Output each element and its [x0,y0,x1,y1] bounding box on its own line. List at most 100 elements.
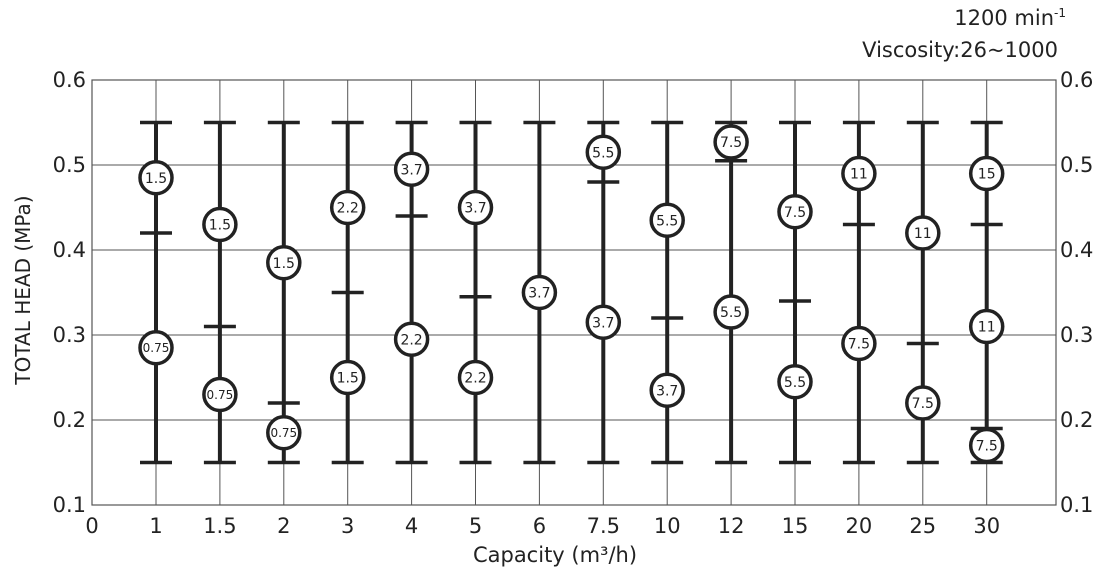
y-tick-label-right: 0.5 [1060,153,1093,177]
motor-power-label: 3.7 [528,286,550,302]
y-tick-label-left: 0.6 [53,68,86,92]
motor-power-label: 11 [850,167,868,183]
speed-value: 1200 min [954,6,1055,30]
x-tick-label: 6 [533,514,546,538]
motor-power-circle [202,206,238,243]
x-tick-label: 12 [718,514,745,538]
motor-power-circle [457,189,494,226]
motor-power-label: 1.5 [145,171,167,187]
motor-power-label: 7.5 [784,205,806,221]
x-tick-label: 2 [277,514,290,538]
range-bar-12: 7.5 5.5 [713,120,749,465]
motor-power-circle [968,155,1005,192]
motor-power-label: 15 [978,167,996,183]
motor-power-circle [713,294,749,330]
motor-power-circle [138,330,174,366]
motor-power-label: 1.5 [337,371,359,387]
motor-power-label: 5.5 [720,305,742,321]
motor-power-circle [202,376,238,413]
motor-power-circle [905,385,941,421]
motor-power-circle [968,308,1005,345]
motor-power-circle [905,215,941,251]
y-tick-label-right: 0.2 [1060,408,1093,432]
motor-power-label: 7.5 [848,337,870,353]
motor-power-circle [777,364,813,400]
range-bar-1: 1.5 0.75 [138,120,174,465]
y-tick-label-right: 0.1 [1060,493,1093,517]
range-bar-15: 7.5 5.5 [777,120,813,465]
motor-power-circle [393,321,430,357]
motor-power-label: 3.7 [464,201,486,217]
motor-power-circle [841,155,877,192]
motor-power-circle [393,151,430,187]
motor-power-circle [329,189,366,226]
speed-note: 1200 min-1 [954,6,1066,30]
motor-power-label: 5.5 [656,213,678,229]
range-bar-7.5: 5.5 3.7 [585,120,622,465]
motor-power-circle [138,160,174,196]
motor-power-circle [713,124,749,160]
motor-power-circle [521,274,558,311]
range-bar-2: 1.5 0.75 [266,120,302,465]
motor-power-label: 0.75 [207,388,234,402]
x-tick-label: 5 [469,514,482,538]
motor-power-label: 5.5 [592,145,614,161]
x-tick-label: 3 [341,514,354,538]
y-tick-label-left: 0.4 [53,238,86,262]
motor-power-circle [841,325,877,362]
motor-power-label: 11 [978,320,996,336]
x-tick-label: 15 [782,514,809,538]
motor-power-label: 2.2 [464,371,486,387]
motor-power-circle [457,359,494,396]
motor-power-circle [777,194,813,230]
x-tick-label: 1 [149,514,162,538]
x-tick-label-origin: 0 [85,514,98,538]
range-bar-25: 117.5 [905,120,941,465]
y-tick-label-left: 0.2 [53,408,86,432]
x-tick-label: 25 [909,514,936,538]
motor-power-label: 5.5 [784,375,806,391]
motor-power-label: 0.75 [270,426,297,440]
motor-power-label: 3.7 [656,383,678,399]
motor-power-label: 2.2 [400,332,422,348]
range-bar-1.5: 1.5 0.75 [202,120,238,465]
grid [91,79,1057,506]
range-bar-5: 3.7 2.2 [457,120,494,465]
motor-power-label: 11 [914,226,932,242]
motor-power-circle [649,372,685,408]
y-tick-label-right: 0.4 [1060,238,1093,262]
y-tick-label-right: 0.3 [1060,323,1093,347]
y-tick-label-left: 0.3 [53,323,86,347]
range-bar-10: 5.5 3.7 [649,120,685,465]
range-bar-4: 3.7 2.2 [393,120,430,465]
plot-frame [91,79,1057,506]
x-tick-label: 10 [654,514,681,538]
x-tick-label: 30 [973,514,1000,538]
x-tick-label: 4 [405,514,418,538]
x-tick-label: 1.5 [203,514,236,538]
motor-power-label: 3.7 [592,315,614,331]
motor-power-label: 1.5 [273,256,295,272]
motor-power-circle [649,202,685,238]
x-tick-label: 7.5 [587,514,620,538]
x-axis-label: Capacity (m³/h) [473,543,637,567]
range-bar-6: 3.7 [521,120,558,465]
motor-power-circle [585,134,622,170]
motor-power-circle [968,427,1005,464]
motor-power-label: 1.5 [209,218,231,234]
motor-power-circle [266,415,302,451]
speed-exponent: -1 [1054,6,1066,20]
x-tick-label: 20 [846,514,873,538]
range-bars: 1.50.751.50.751.50.752.21.53.72.23.72.23… [138,120,1005,465]
y-tick-label-left: 0.5 [53,153,86,177]
motor-power-label: 0.75 [143,341,170,355]
motor-power-label: 7.5 [720,135,742,151]
y-tick-label-left: 0.1 [53,493,86,517]
viscosity-note: Viscosity:26~1000 [862,38,1058,62]
range-bar-3: 2.2 1.5 [329,120,366,465]
motor-power-circle [266,245,302,281]
motor-power-circle [329,359,366,396]
motor-power-label: 7.5 [976,439,998,455]
range-bar-20: 117.5 [841,120,877,465]
